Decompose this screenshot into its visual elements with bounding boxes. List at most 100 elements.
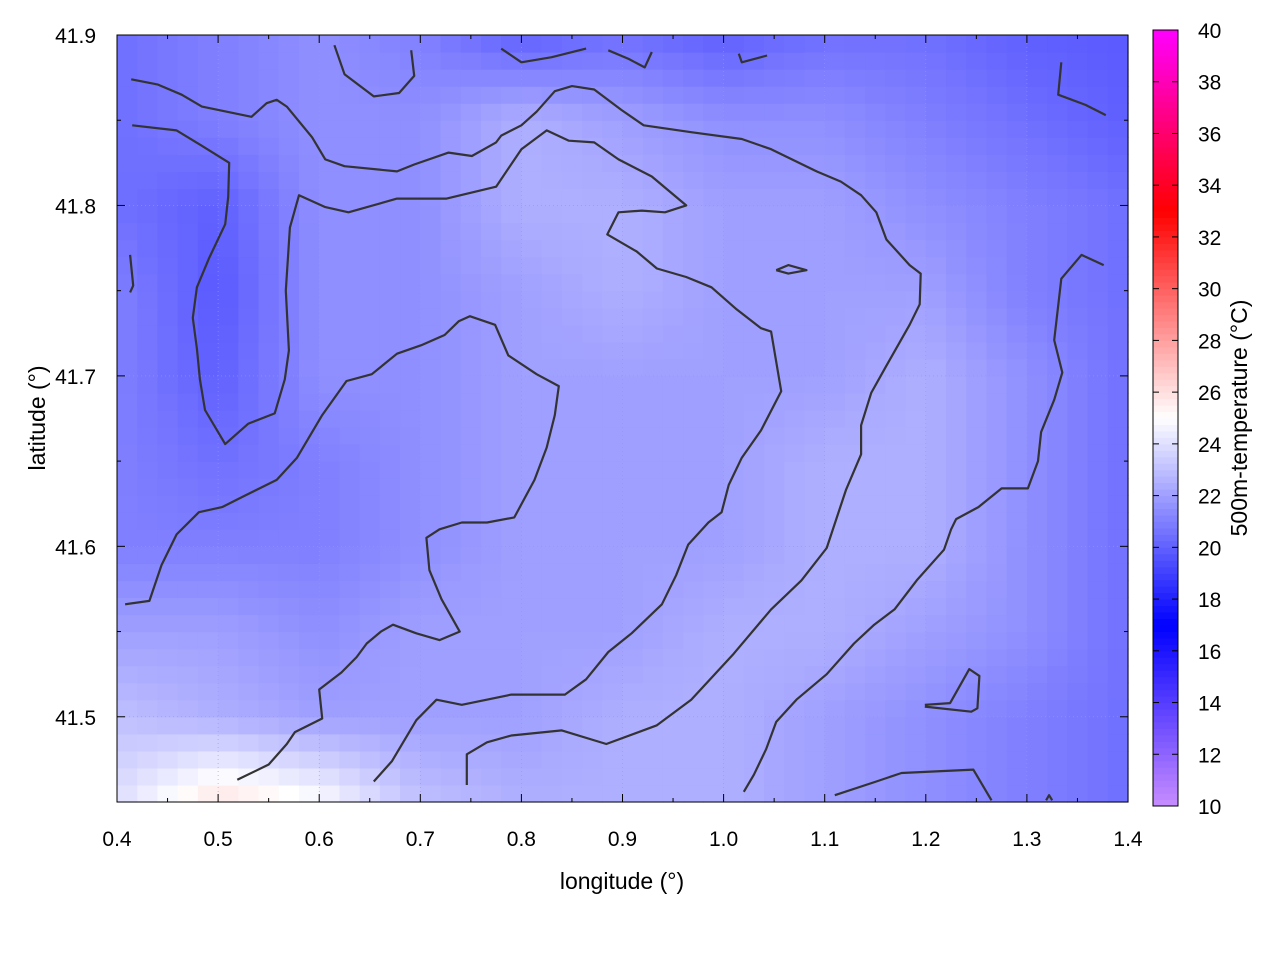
- heatmap-cell: [905, 665, 927, 684]
- heatmap-cell: [946, 222, 967, 241]
- heatmap-cell: [784, 699, 806, 718]
- colorbar-segment: [1153, 579, 1178, 587]
- heatmap-cell: [420, 358, 442, 377]
- heatmap-cell: [1047, 69, 1068, 87]
- heatmap-cell: [642, 86, 664, 104]
- heatmap-cell: [319, 375, 341, 394]
- heatmap-cell: [117, 341, 138, 360]
- heatmap-cell: [541, 171, 563, 189]
- heatmap-cell: [218, 290, 239, 309]
- heatmap-cell: [501, 512, 522, 530]
- heatmap-cell: [824, 205, 846, 224]
- heatmap-cell: [258, 222, 280, 241]
- colorbar-segment: [1153, 405, 1178, 413]
- heatmap-cell: [501, 529, 522, 547]
- heatmap-cell: [1026, 324, 1048, 343]
- heatmap-cell: [824, 324, 846, 343]
- heatmap-cell: [784, 256, 806, 275]
- heatmap-cell: [278, 784, 300, 803]
- heatmap-cell: [1006, 716, 1028, 735]
- heatmap-cell: [723, 699, 745, 718]
- heatmap-cell: [946, 546, 967, 564]
- heatmap-cell: [602, 137, 624, 155]
- colorbar-segment: [1153, 172, 1178, 180]
- heatmap-cell: [359, 52, 381, 70]
- heatmap-cell: [824, 784, 846, 803]
- heatmap-cell: [460, 750, 482, 769]
- x-tick-label: 0.8: [507, 828, 536, 851]
- heatmap-cell: [218, 307, 239, 326]
- heatmap-cell: [1047, 35, 1068, 53]
- heatmap-cell: [784, 648, 806, 667]
- heatmap-cell: [480, 665, 502, 684]
- heatmap-cell: [723, 273, 745, 292]
- colorbar-segment: [1153, 437, 1178, 445]
- heatmap-cell: [197, 614, 219, 633]
- heatmap-cell: [137, 512, 159, 530]
- heatmap-cell: [379, 699, 401, 718]
- heatmap-cell: [642, 699, 664, 718]
- colorbar-segment: [1153, 224, 1178, 231]
- heatmap-cell: [1026, 648, 1048, 667]
- heatmap-cell: [460, 716, 482, 735]
- heatmap-cell: [1047, 478, 1068, 496]
- heatmap-cell: [703, 461, 725, 479]
- heatmap-cell: [561, 444, 583, 462]
- colorbar-segment: [1153, 605, 1178, 613]
- heatmap-cell: [966, 69, 988, 87]
- heatmap-cell: [824, 461, 846, 479]
- heatmap-cell: [521, 665, 543, 684]
- heatmap-cell: [986, 205, 1008, 224]
- heatmap-cell: [986, 256, 1008, 275]
- heatmap-cell: [541, 273, 563, 292]
- heatmap-cell: [1067, 495, 1089, 513]
- heatmap-cell: [582, 750, 603, 769]
- heatmap-cell: [258, 307, 280, 326]
- heatmap-cell: [1047, 631, 1068, 650]
- heatmap-cell: [197, 188, 219, 207]
- heatmap-cell: [177, 307, 199, 326]
- heatmap-cell: [298, 682, 320, 701]
- heatmap-cell: [865, 665, 886, 684]
- heatmap-cell: [117, 682, 138, 701]
- heatmap-cell: [784, 188, 806, 207]
- colorbar-segment: [1153, 36, 1178, 44]
- heatmap-cell: [359, 597, 381, 616]
- heatmap-cell: [804, 358, 826, 377]
- heatmap-cell: [946, 409, 967, 428]
- heatmap-cell: [582, 563, 603, 582]
- heatmap-cell: [561, 529, 583, 547]
- heatmap-cell: [117, 324, 138, 343]
- colorbar-frame: [1152, 29, 1179, 807]
- heatmap-cell: [905, 86, 927, 104]
- heatmap-cell: [622, 478, 644, 496]
- heatmap-cell: [622, 341, 644, 360]
- heatmap-cell: [1107, 273, 1129, 292]
- heatmap-cell: [218, 614, 239, 633]
- heatmap-cell: [1067, 478, 1089, 496]
- colorbar-segment: [1153, 424, 1178, 432]
- heatmap-cell: [582, 716, 603, 735]
- heatmap-cell: [440, 784, 462, 803]
- heatmap-cell: [905, 648, 927, 667]
- heatmap-cell: [986, 409, 1008, 428]
- heatmap-cell: [865, 716, 886, 735]
- contour-line: [775, 264, 808, 275]
- heatmap-cell: [1026, 784, 1048, 803]
- heatmap-cell: [480, 256, 502, 275]
- heatmap-cell: [764, 392, 785, 411]
- colorbar-segment: [1153, 152, 1178, 160]
- heatmap-cell: [804, 444, 826, 462]
- heatmap-cell: [925, 478, 947, 496]
- colorbar-segment: [1153, 243, 1178, 251]
- heatmap-cell: [258, 444, 280, 462]
- heatmap-cell: [1107, 375, 1129, 394]
- heatmap-cell: [379, 784, 401, 803]
- heatmap-cell: [400, 137, 421, 155]
- heatmap-cell: [905, 222, 927, 241]
- heatmap-cell: [966, 682, 988, 701]
- heatmap-cell: [1026, 563, 1048, 582]
- heatmap-cell: [501, 35, 522, 53]
- heatmap-cell: [683, 205, 704, 224]
- heatmap-cell: [1006, 290, 1028, 309]
